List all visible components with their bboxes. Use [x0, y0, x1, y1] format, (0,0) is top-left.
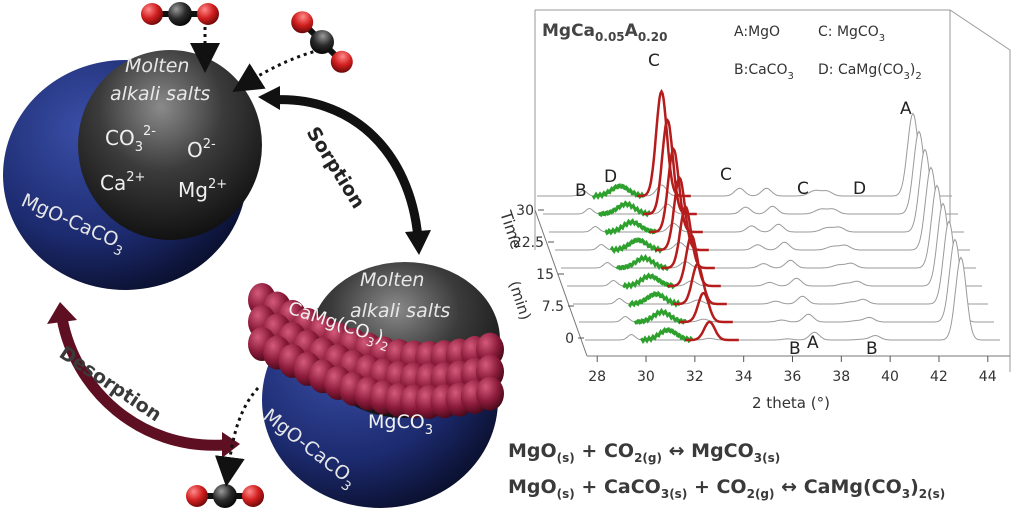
oxygen-atom [242, 485, 264, 507]
xrd-traces [537, 88, 1000, 345]
time-tick-label: 7.5 [542, 299, 564, 315]
carbon-atom [168, 2, 192, 26]
oxygen-atom [330, 50, 353, 73]
bottom-salt-label-line2: alkali salts [350, 300, 450, 322]
co2-molecule-bottom [186, 484, 264, 508]
oxygen-atom [186, 485, 208, 507]
x-axis-ticks: 28 30 32 34 36 38 40 42 44 [588, 356, 997, 385]
magnesite-trace [685, 320, 739, 342]
salt-label-line2: alkali salts [110, 83, 210, 105]
co2-in-arrow-2 [232, 48, 321, 93]
scheme: Molten alkali salts CO32- O2- Ca2+ Mg2+ … [3, 2, 504, 508]
peak-label-d-top: D [604, 167, 617, 187]
xrd-trace [537, 112, 952, 197]
oxygen-atom [291, 11, 314, 34]
time-axis-line [534, 209, 588, 357]
dolomite-trace [597, 200, 652, 218]
dolomite-trace [604, 218, 657, 236]
peak-label-d-2: D [853, 179, 866, 199]
time-tick-label: 22.5 [513, 235, 544, 251]
legend-b: B:CaCO3 [734, 62, 794, 82]
time-tick-label: 30 [516, 203, 534, 219]
mgco3-label: MgCO3 [368, 411, 433, 438]
x-axis-label: 2 theta (°) [752, 394, 830, 412]
dolomite-bead [476, 376, 504, 411]
xrd-trace [585, 256, 1000, 341]
peak-label-b-bottom-2: B [866, 339, 878, 359]
ion-ca: Ca2+ [100, 170, 145, 195]
time-tick-label: 15 [536, 267, 554, 283]
peak-label-c-2: C [720, 165, 732, 185]
x-tick-label: 28 [588, 369, 606, 385]
dolomite-trace [615, 253, 670, 272]
legend-d: D: CaMg(CO3)2 [818, 62, 922, 82]
peak-label-a-bottom: A [807, 333, 819, 353]
ion-mg: Mg2+ [178, 177, 227, 202]
peak-labels: B D C C C D A B A B [575, 51, 912, 359]
salt-label-line1: Molten [125, 55, 189, 77]
oxygen-atom [141, 3, 163, 25]
legend-a: A:MgO [734, 24, 780, 40]
time-axis-ticks: 07.5 15 22.5 30 [513, 203, 584, 347]
magnesite-trace [679, 291, 733, 324]
x-tick-label: 34 [735, 369, 753, 385]
co2-molecule-top [141, 2, 219, 26]
ion-co3: CO32- [105, 124, 156, 155]
dolomite-trace [639, 326, 694, 345]
x-tick-label: 32 [686, 369, 704, 385]
dolomite-trace [633, 307, 688, 325]
desorption-label: Desorption [55, 342, 165, 426]
sorption-arrow: Sorption [258, 86, 431, 255]
peak-label-b-bottom: B [789, 339, 801, 359]
peak-label-b-top: B [575, 181, 587, 201]
xrd-chart: 28 30 32 34 36 38 40 42 44 07.5 15 22.5 30 2 theta … [496, 9, 1011, 412]
peak-label-c-main: C [648, 51, 660, 71]
dolomite-trace [622, 272, 675, 290]
desorption-arrow: Desorption [47, 302, 240, 458]
dolomite-trace [609, 237, 664, 255]
magnesite-trace [655, 175, 709, 252]
peak-label-c-3: C [797, 179, 809, 199]
dolomite-trace [627, 290, 682, 308]
sorption-label: Sorption [302, 123, 369, 213]
carbon-atom [310, 30, 334, 54]
magnesite-trace [637, 88, 691, 198]
ion-o: O2- [187, 137, 216, 162]
magnesite-trace [673, 262, 727, 306]
magnesite-trace [661, 204, 715, 270]
oxygen-atom [197, 3, 219, 25]
dolomite-layer [248, 283, 504, 419]
x-tick-label: 40 [881, 369, 899, 385]
carbon-atom [213, 484, 237, 508]
sphere-top: Molten alkali salts CO32- O2- Ca2+ Mg2+ … [3, 50, 262, 290]
time-axis-unit: (min) [505, 279, 534, 323]
co2-molecule-topright [291, 11, 353, 73]
x-tick-label: 44 [979, 369, 997, 385]
legend-c: C: MgCO3 [818, 24, 885, 44]
magnesite-trace [667, 233, 721, 288]
sphere-bottom: Molten alkali salts CaMg(CO3)2 MgCO3 MgO… [248, 262, 504, 508]
x-tick-label: 36 [784, 369, 802, 385]
magnesite-trace [649, 146, 703, 234]
dolomite-trace [591, 183, 646, 201]
equation-2: MgO(s) + CaCO3(s) + CO2(g) ↔ CaMg(CO3)2(… [508, 476, 946, 501]
chart-title: MgCa0.05A0.20 [542, 21, 667, 44]
time-tick-label: 0 [565, 331, 574, 347]
sphere-top-salt [78, 50, 262, 240]
bottom-salt-label-line1: Molten [360, 269, 424, 291]
x-tick-label: 30 [637, 369, 655, 385]
co2-out-arrow [214, 386, 260, 487]
peak-label-a-top: A [900, 99, 912, 119]
x-tick-label: 42 [930, 369, 948, 385]
equation-1: MgO(s) + CO2(g) ↔ MgCO3(s) [508, 440, 781, 465]
x-tick-label: 38 [832, 369, 850, 385]
